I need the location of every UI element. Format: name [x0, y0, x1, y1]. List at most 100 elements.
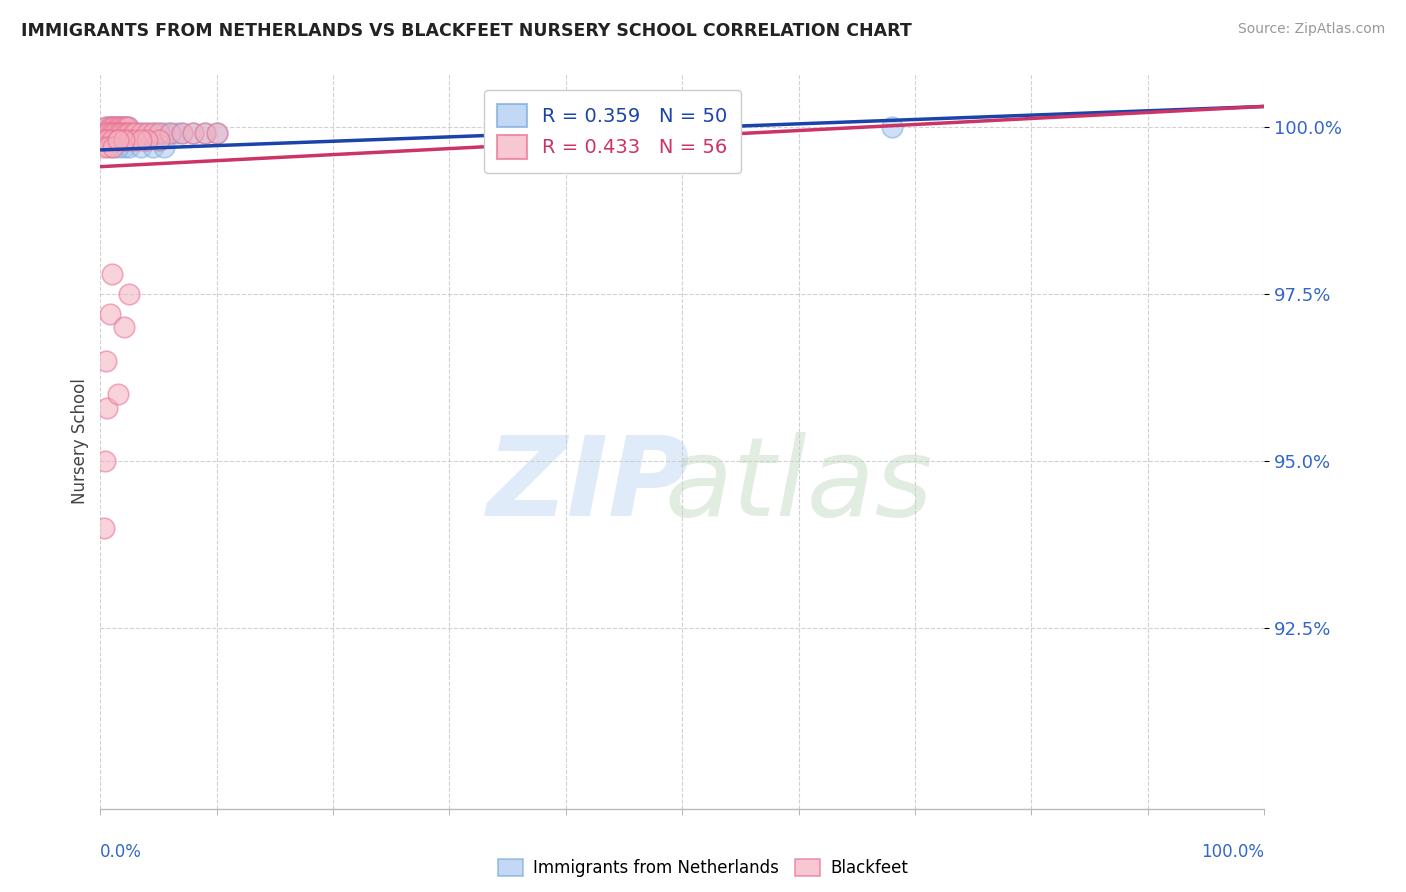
Point — [96, 133, 118, 147]
Point — [124, 133, 146, 147]
Point — [108, 120, 131, 134]
Point — [96, 126, 118, 140]
Point — [97, 126, 120, 140]
Point — [124, 126, 146, 140]
Point — [124, 133, 146, 147]
Text: IMMIGRANTS FROM NETHERLANDS VS BLACKFEET NURSERY SCHOOL CORRELATION CHART: IMMIGRANTS FROM NETHERLANDS VS BLACKFEET… — [21, 22, 912, 40]
Point — [93, 521, 115, 535]
Point — [148, 133, 170, 147]
Point — [107, 139, 129, 153]
Point — [98, 120, 121, 134]
Point — [129, 126, 152, 140]
Point — [115, 126, 138, 140]
Point — [142, 126, 165, 140]
Point — [107, 126, 129, 140]
Point — [104, 126, 127, 140]
Point — [112, 120, 135, 134]
Text: Source: ZipAtlas.com: Source: ZipAtlas.com — [1237, 22, 1385, 37]
Point — [101, 139, 124, 153]
Point — [96, 401, 118, 415]
Point — [96, 126, 118, 140]
Point — [97, 139, 120, 153]
Point — [101, 126, 124, 140]
Point — [101, 120, 124, 134]
Point — [98, 120, 121, 134]
Point — [101, 267, 124, 281]
Point — [96, 353, 118, 368]
Point — [112, 133, 135, 147]
Point — [108, 120, 131, 134]
Point — [105, 120, 128, 134]
Point — [112, 139, 135, 153]
Point — [142, 139, 165, 153]
Point — [122, 126, 145, 140]
Point — [101, 126, 124, 140]
Point — [110, 120, 132, 134]
Point — [98, 307, 121, 321]
Point — [135, 133, 157, 147]
Point — [135, 133, 157, 147]
Point — [94, 454, 117, 468]
Point — [117, 120, 139, 134]
Point — [159, 126, 181, 140]
Point — [98, 133, 121, 147]
Point — [112, 120, 135, 134]
Text: 100.0%: 100.0% — [1201, 843, 1264, 861]
Point — [153, 126, 176, 140]
Point — [118, 139, 141, 153]
Point — [107, 133, 129, 147]
Point — [159, 126, 181, 140]
Point — [115, 126, 138, 140]
Point — [165, 126, 187, 140]
Legend: R = 0.359   N = 50, R = 0.433   N = 56: R = 0.359 N = 50, R = 0.433 N = 56 — [484, 90, 741, 172]
Point — [183, 126, 205, 140]
Point — [114, 126, 136, 140]
Point — [122, 126, 145, 140]
Point — [112, 133, 135, 147]
Point — [101, 133, 124, 147]
Point — [94, 133, 117, 147]
Text: ZIP: ZIP — [488, 432, 690, 539]
Point — [94, 133, 117, 147]
Point — [101, 120, 124, 134]
Y-axis label: Nursery School: Nursery School — [72, 378, 89, 504]
Point — [103, 133, 125, 147]
Point — [108, 126, 131, 140]
Point — [96, 133, 118, 147]
Point — [96, 120, 118, 134]
Point — [100, 126, 122, 140]
Point — [148, 126, 170, 140]
Legend: Immigrants from Netherlands, Blackfeet: Immigrants from Netherlands, Blackfeet — [491, 852, 915, 884]
Text: atlas: atlas — [664, 432, 934, 539]
Point — [135, 126, 157, 140]
Point — [100, 126, 122, 140]
Point — [183, 126, 205, 140]
Point — [115, 120, 138, 134]
Point — [148, 126, 170, 140]
Point — [107, 133, 129, 147]
Point — [96, 120, 118, 134]
Point — [205, 126, 228, 140]
Point — [93, 139, 115, 153]
Point — [101, 139, 124, 153]
Point — [148, 133, 170, 147]
Point — [153, 139, 176, 153]
Point — [118, 286, 141, 301]
Point — [880, 120, 903, 134]
Point — [107, 126, 129, 140]
Point — [170, 126, 193, 140]
Point — [103, 120, 125, 134]
Point — [194, 126, 217, 140]
Point — [111, 126, 134, 140]
Text: 0.0%: 0.0% — [100, 843, 142, 861]
Point — [107, 387, 129, 401]
Point — [111, 126, 134, 140]
Point — [135, 126, 157, 140]
Point — [129, 126, 152, 140]
Point — [194, 126, 217, 140]
Point — [101, 133, 124, 147]
Point — [142, 126, 165, 140]
Point — [118, 133, 141, 147]
Point — [104, 126, 127, 140]
Point — [110, 120, 132, 134]
